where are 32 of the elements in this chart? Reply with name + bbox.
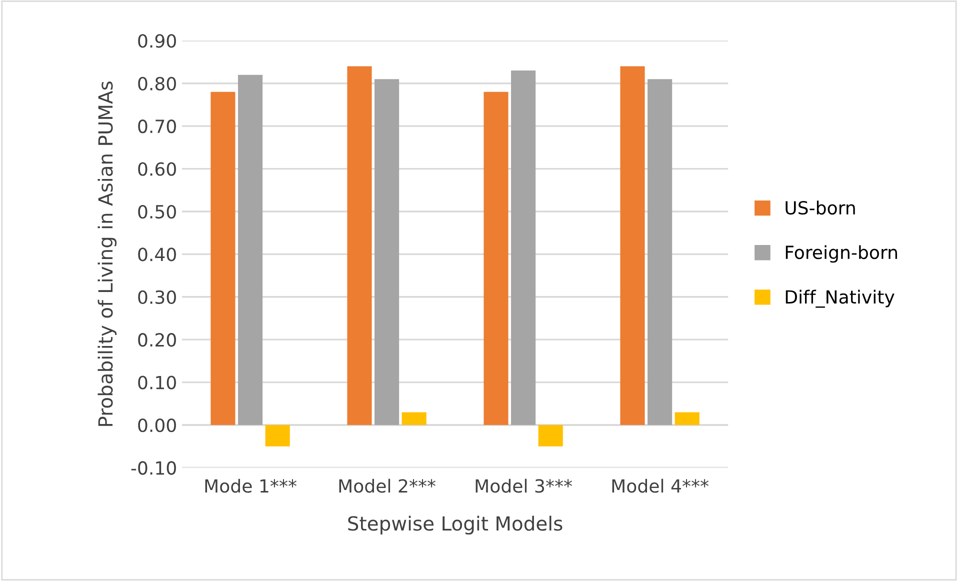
y-tick-label: 0.80 <box>138 76 176 90</box>
bar <box>674 412 700 425</box>
x-tick-label: Mode 1*** <box>205 478 296 493</box>
legend-label: US-born <box>786 200 855 215</box>
y-tick-label: -0.10 <box>131 461 176 475</box>
x-tick-label: Model 4*** <box>612 478 709 493</box>
y-tick-label: 0.50 <box>138 204 176 219</box>
y-tick-label: 0.40 <box>138 248 176 262</box>
bar <box>620 66 645 425</box>
bar <box>402 412 426 425</box>
bar <box>265 425 290 446</box>
bar <box>538 425 563 446</box>
bar <box>238 74 263 425</box>
bar <box>484 92 508 425</box>
y-tick-label: 0.10 <box>138 376 176 390</box>
y-tick-label: 0.30 <box>138 290 176 304</box>
y-tick-label: 0.20 <box>138 333 176 347</box>
y-tick-label: 0.00 <box>138 418 176 432</box>
bar <box>347 66 372 425</box>
bar <box>210 92 236 425</box>
y-tick-label: 0.90 <box>138 34 176 48</box>
bar <box>374 79 400 425</box>
y-axis-title: Probability of Living in Asian PUMAs <box>98 82 117 426</box>
legend-label: Foreign-born <box>786 245 898 263</box>
y-tick-label: 0.70 <box>138 120 176 134</box>
x-tick-label: Model 2*** <box>339 478 436 493</box>
x-tick-label: Model 3*** <box>476 478 572 493</box>
x-axis-title: Stepwise Logit Models <box>348 516 562 535</box>
legend-label: Diff_Nativity <box>786 290 894 308</box>
y-tick-label: 0.60 <box>138 162 176 176</box>
bar <box>648 79 672 425</box>
bar <box>511 70 536 425</box>
